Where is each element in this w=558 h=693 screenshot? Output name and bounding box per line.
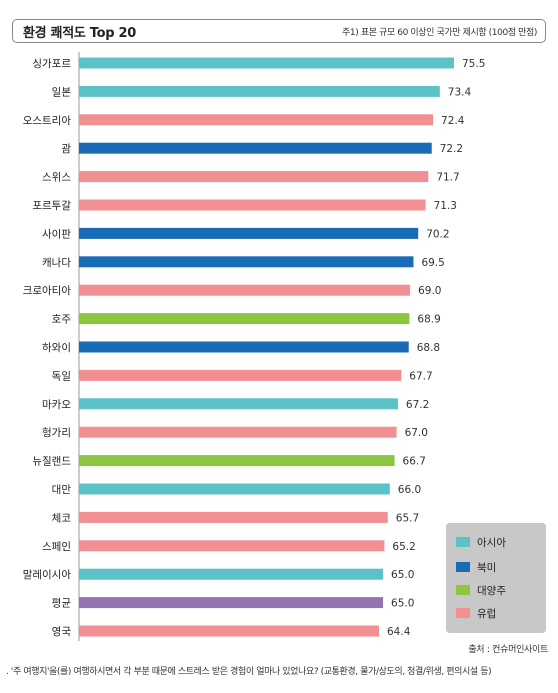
value-label: 66.0 [398,484,421,496]
chart-title: 환경 쾌적도 Top 20 [23,26,136,41]
bar [79,625,379,637]
bar [79,483,390,495]
chart-note: 주1) 표본 규모 60 이상인 국가만 제시함 (100점 만점) [342,28,537,38]
legend-item-europe: 유럽 [456,604,496,622]
bar [79,511,388,523]
legend-label-oceania: 대양주 [477,584,506,597]
value-label: 67.2 [406,399,429,411]
value-label: 66.7 [403,456,426,468]
category-label: 스위스 [42,171,71,184]
value-label: 70.2 [426,228,449,240]
value-label: 73.4 [448,86,472,98]
value-label: 72.2 [440,143,463,155]
category-label: 독일 [52,369,71,382]
value-label: 65.2 [392,541,415,553]
category-label: 하와이 [42,341,71,354]
value-label: 67.7 [409,370,432,382]
value-label: 64.4 [387,626,411,638]
bar [79,540,385,552]
legend-swatch-europe [456,608,470,618]
value-label: 72.4 [441,115,465,127]
bar [79,398,398,410]
category-label: 대만 [52,484,72,496]
category-label: 평균 [52,598,72,610]
value-label: 68.8 [417,342,440,354]
bar [79,142,432,154]
source-note: 출처 : 컨슈머인사이트 [468,645,548,655]
bar [79,199,426,211]
category-label: 헝가리 [42,427,71,439]
category-label: 일본 [52,85,72,98]
category-label: 뉴질랜드 [32,456,71,468]
bar [79,341,409,353]
legend-swatch-oceania [456,585,470,595]
category-label: 말레이시아 [23,569,72,581]
value-label: 69.0 [418,285,441,297]
footnote: . '주 여행지'을(를) 여행하시면서 각 부분 때문에 스트레스 받은 경험… [6,667,492,677]
bar [79,85,440,97]
bar [79,426,397,438]
legend-label-north-america: 북미 [477,561,497,574]
value-label: 65.0 [391,569,414,581]
bar [79,369,402,381]
value-label: 71.3 [434,200,457,212]
legend-swatch-asia [456,537,470,547]
category-label: 스페인 [42,541,71,553]
bar [79,227,419,239]
value-label: 71.7 [436,172,459,184]
legend-label-asia: 아시아 [477,536,506,549]
legend-swatch-north-america [456,562,470,572]
category-label: 영국 [52,626,72,638]
value-label: 67.0 [405,427,428,439]
legend-item-asia: 아시아 [456,533,506,551]
bar [79,57,454,69]
category-label: 크로아티아 [23,285,72,297]
bar [79,597,384,609]
legend-item-north-america: 북미 [456,558,496,576]
category-label: 포르투갈 [32,199,71,212]
value-label: 68.9 [417,314,440,326]
bar [79,568,384,580]
bar [79,284,411,296]
category-label: 싱가포르 [32,58,71,70]
legend-item-oceania: 대양주 [456,581,506,599]
category-label: 캐나다 [42,257,71,269]
legend: 아시아 북미 대양주 유럽 [446,523,546,633]
category-label: 괌 [61,143,71,155]
value-label: 69.5 [421,257,444,269]
value-label: 75.5 [462,58,485,70]
value-label: 65.0 [391,598,414,610]
category-label: 호주 [52,314,72,326]
category-label: 마카오 [42,399,71,411]
bar [79,114,434,126]
category-label: 오스트리아 [23,115,72,127]
category-label: 체코 [52,512,72,524]
bar [79,171,429,183]
bar [79,313,410,325]
bar [79,256,414,268]
category-label: 사이판 [42,228,71,240]
legend-label-europe: 유럽 [477,607,497,620]
chart-header: 환경 쾌적도 Top 20 주1) 표본 규모 60 이상인 국가만 제시함 (… [12,19,546,43]
bar [79,455,395,467]
value-label: 65.7 [396,512,419,524]
